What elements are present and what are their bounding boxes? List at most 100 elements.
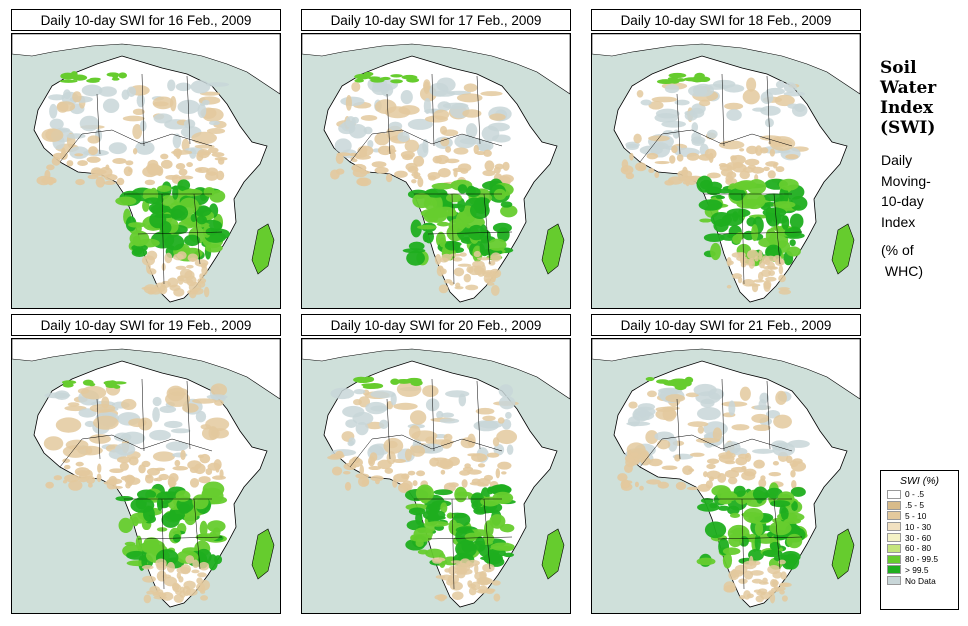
country-border: [721, 378, 725, 452]
africa-map: [592, 34, 860, 308]
sahel-patch: [217, 158, 225, 165]
sahel-patch: [435, 154, 450, 165]
sahel-patch: [105, 164, 110, 171]
wet-patch: [148, 202, 168, 215]
legend-swatch: [887, 543, 901, 553]
sahel-patch: [59, 151, 68, 160]
south-patch: [197, 277, 207, 284]
wet-patch: [754, 533, 761, 552]
sahel-patch: [708, 476, 715, 482]
sahara-patch: [634, 406, 656, 417]
south-patch: [452, 257, 463, 262]
south-patch: [765, 276, 777, 282]
sahel-patch: [471, 453, 488, 462]
sahel-patch: [198, 476, 211, 484]
south-patch: [490, 284, 500, 296]
sahara-patch: [81, 385, 107, 400]
sahel-patch: [411, 179, 417, 184]
sahara-patch: [656, 439, 671, 450]
sahara-patch: [698, 99, 711, 107]
sahel-patch: [775, 166, 785, 173]
sahara-patch: [201, 107, 224, 122]
south-patch: [753, 589, 762, 593]
sahara-patch: [397, 131, 410, 143]
south-patch: [162, 574, 172, 579]
atlas-patch: [365, 383, 384, 389]
south-patch: [492, 270, 499, 277]
sahara-patch: [445, 390, 470, 398]
south-patch: [753, 279, 765, 283]
sahara-patch: [739, 386, 751, 401]
sahara-patch: [439, 418, 460, 424]
sahel-patch: [394, 170, 408, 178]
wet-patch: [780, 507, 789, 521]
south-patch: [780, 571, 787, 580]
south-patch: [778, 274, 786, 283]
sahara-patch: [172, 133, 182, 149]
sahel-patch: [384, 467, 394, 474]
atlas-patch: [70, 71, 78, 78]
sahel-patch: [205, 171, 219, 181]
sahel-patch: [211, 152, 225, 158]
wet-patch: [164, 234, 185, 251]
wet-patch: [726, 208, 751, 218]
sahel-patch: [193, 463, 206, 475]
legend-item: 10 - 30: [881, 521, 958, 532]
wet-patch: [790, 196, 808, 211]
sahara-patch: [122, 115, 145, 122]
sahel-patch: [758, 478, 767, 488]
wet-patch: [131, 244, 148, 252]
sahara-patch: [340, 96, 365, 106]
sahara-patch: [55, 417, 82, 433]
sahel-patch: [445, 146, 452, 153]
sahel-patch: [370, 475, 384, 482]
sahel-patch: [497, 461, 512, 470]
sahara-patch: [206, 394, 228, 400]
sahara-patch: [370, 390, 396, 399]
wet-patch: [410, 534, 432, 543]
sahel-patch: [144, 179, 156, 186]
wet-patch: [412, 192, 432, 209]
sahara-patch: [648, 135, 670, 142]
south-patch: [472, 260, 485, 268]
wet-patch: [769, 541, 781, 551]
sahel-patch: [765, 161, 779, 167]
south-patch: [751, 578, 763, 584]
wet-patch: [199, 520, 208, 537]
wet-patch: [781, 215, 790, 230]
sahel-patch: [630, 452, 639, 457]
sahara-patch: [655, 108, 680, 119]
madagascar: [831, 528, 855, 580]
south-patch: [143, 594, 152, 604]
sahel-patch: [128, 456, 139, 466]
sahel-patch: [440, 469, 446, 475]
sahara-patch: [49, 103, 58, 119]
sahel-patch: [368, 460, 374, 465]
country-border: [476, 380, 481, 450]
sahel-patch: [772, 461, 779, 466]
sahel-patch: [461, 479, 468, 488]
sahara-patch: [330, 387, 355, 400]
sahara-patch: [487, 122, 510, 132]
sahara-patch: [197, 103, 207, 119]
country-border: [766, 380, 771, 450]
south-patch: [749, 283, 761, 287]
sahel-patch: [747, 165, 757, 170]
sahara-patch: [497, 417, 505, 424]
sahel-patch: [768, 471, 782, 477]
wet-patch: [493, 188, 507, 200]
wet-patch: [425, 521, 450, 527]
atlas-patch: [406, 77, 420, 83]
south-patch: [723, 585, 737, 593]
atlas-patch: [354, 78, 364, 83]
south-patch: [446, 578, 454, 586]
sahel-patch: [95, 176, 106, 188]
south-patch: [175, 265, 187, 270]
legend-label: 30 - 60: [905, 532, 932, 543]
sahara-patch: [206, 128, 226, 134]
sahara-patch: [108, 142, 127, 155]
heading-line: Water: [880, 78, 937, 98]
south-patch: [164, 252, 173, 264]
sahara-patch: [177, 99, 200, 114]
sahel-patch: [352, 168, 368, 178]
